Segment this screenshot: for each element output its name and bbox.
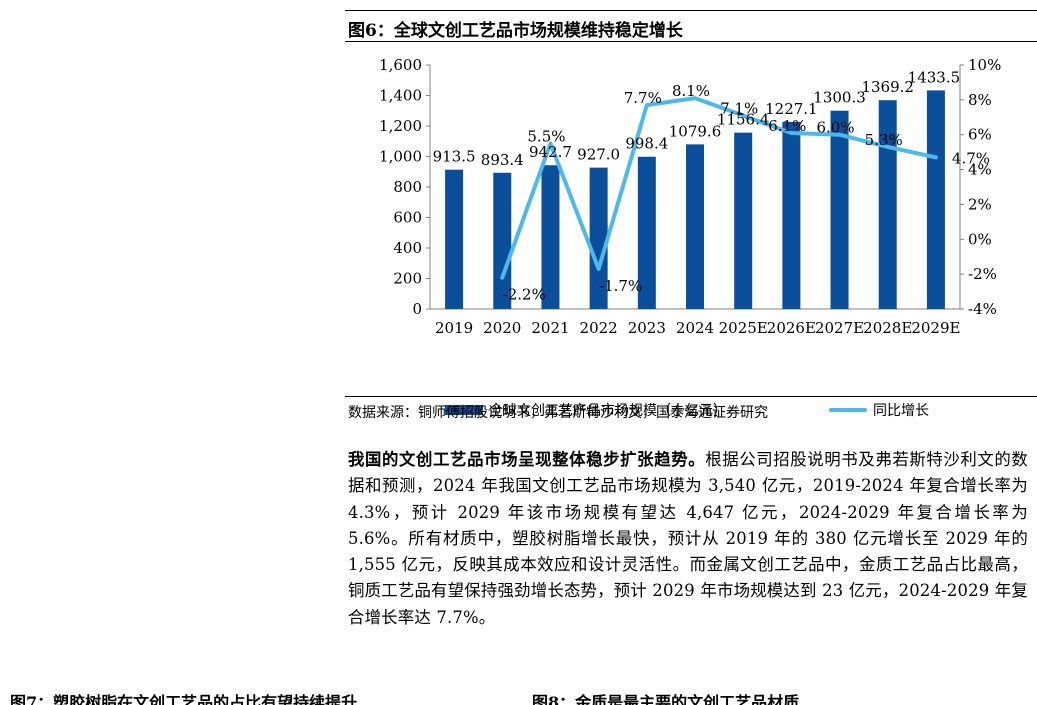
bar-value-label: 1369.2 bbox=[861, 78, 914, 96]
legend-item-bars: 全球文创工艺产品市场规模（十亿元） bbox=[445, 400, 727, 420]
left-tick-label: 600 bbox=[393, 209, 422, 227]
bar bbox=[589, 167, 608, 309]
legend-label-bars: 全球文创工艺产品市场规模（十亿元） bbox=[489, 403, 727, 419]
bar bbox=[686, 144, 704, 309]
bar bbox=[541, 165, 560, 309]
left-tick-label: 400 bbox=[393, 239, 422, 257]
growth-value-label: -1.7% bbox=[599, 277, 642, 295]
right-tick-label: 6% bbox=[968, 126, 992, 144]
x-tick-label: 2023 bbox=[628, 319, 666, 337]
left-tick-label: 800 bbox=[393, 178, 422, 196]
growth-value-label: 4.7% bbox=[952, 149, 990, 167]
legend-item-line: 同比增长 bbox=[829, 400, 929, 420]
bar bbox=[830, 110, 849, 309]
right-tick-label: 2% bbox=[968, 195, 992, 213]
right-tick-label: 0% bbox=[968, 230, 992, 248]
source-rule bbox=[345, 396, 1037, 397]
right-tick-label: 10% bbox=[968, 56, 1001, 74]
legend-swatch-bar bbox=[445, 405, 483, 415]
left-tick-label: 200 bbox=[393, 270, 422, 288]
paragraph-body: 根据公司招股说明书及弗若斯特沙利文的数据和预测，2024 年我国文创工艺品市场规… bbox=[348, 450, 1028, 627]
x-tick-label: 2029E bbox=[911, 319, 960, 337]
growth-value-label: 7.1% bbox=[720, 100, 758, 118]
bar-value-label: 927.0 bbox=[577, 146, 620, 164]
bar-value-label: 998.4 bbox=[625, 135, 668, 153]
right-tick-label: -4% bbox=[968, 300, 997, 318]
growth-value-label: 7.7% bbox=[624, 89, 662, 107]
bar-value-label: 942.7 bbox=[529, 143, 572, 161]
right-tick-label: -2% bbox=[968, 265, 997, 283]
x-tick-label: 2020 bbox=[483, 319, 521, 337]
bar bbox=[878, 100, 897, 310]
paragraph-lead: 我国的文创工艺品市场呈现整体稳步扩张趋势。 bbox=[348, 450, 706, 469]
legend-swatch-line bbox=[829, 408, 867, 412]
title-rule bbox=[345, 41, 1037, 42]
bar bbox=[637, 156, 656, 309]
caption-figure-8: 图8：金质是最主要的文创工艺品材质 bbox=[532, 693, 800, 705]
left-tick-label: 1,600 bbox=[379, 56, 422, 74]
data-source: 数据来源：铜师傅招股说明书，弗若斯特沙利文，国泰海通证券研究 bbox=[348, 405, 768, 421]
x-tick-label: 2021 bbox=[531, 319, 569, 337]
growth-value-label: 8.1% bbox=[672, 82, 710, 100]
growth-value-label: -2.2% bbox=[503, 286, 546, 304]
x-tick-label: 2024 bbox=[676, 319, 714, 337]
bar-value-label: 893.4 bbox=[481, 151, 524, 169]
left-tick-label: 1,000 bbox=[379, 148, 422, 166]
bar bbox=[445, 169, 464, 309]
bar-value-label: 1227.1 bbox=[765, 100, 818, 118]
x-tick-label: 2028E bbox=[863, 319, 912, 337]
bar bbox=[782, 121, 801, 309]
bar-value-label: 1433.5 bbox=[908, 68, 961, 86]
left-tick-label: 1,200 bbox=[379, 117, 422, 135]
figure-title: 图6：全球文创工艺品市场规模维持稳定增长 bbox=[348, 21, 683, 41]
analysis-paragraph: 我国的文创工艺品市场呈现整体稳步扩张趋势。根据公司招股说明书及弗若斯特沙利文的数… bbox=[348, 447, 1028, 631]
right-tick-label: 8% bbox=[968, 91, 992, 109]
growth-value-label: 5.5% bbox=[527, 127, 565, 145]
x-tick-label: 2027E bbox=[815, 319, 864, 337]
bar-value-label: 913.5 bbox=[433, 148, 476, 166]
x-tick-label: 2026E bbox=[767, 319, 816, 337]
x-tick-label: 2019 bbox=[435, 319, 473, 337]
next-figure-captions: 图7：塑胶树脂在文创工艺品的占比有望持续提升 图8：金质是最主要的文创工艺品材质 bbox=[0, 689, 1037, 705]
bar bbox=[926, 90, 945, 309]
bar-value-label: 1156.4 bbox=[717, 111, 770, 129]
bar bbox=[734, 132, 753, 309]
growth-value-label: 5.3% bbox=[865, 131, 903, 149]
legend-label-line: 同比增长 bbox=[873, 403, 929, 419]
right-tick-label: 4% bbox=[968, 161, 992, 179]
combo-chart: 0 200 400 600 800 1,000 1,200 1,400 1,600 -4% -2% 0… bbox=[379, 56, 1001, 337]
top-rule bbox=[345, 10, 1037, 11]
growth-line bbox=[500, 96, 938, 280]
growth-value-label: 6.0% bbox=[816, 119, 854, 137]
left-tick-label: 0 bbox=[412, 300, 422, 318]
chart-area: 0 200 400 600 800 1,000 1,200 1,400 1,600 -4% -2% 0… bbox=[345, 44, 1037, 419]
x-tick-label: 2022 bbox=[580, 319, 618, 337]
bar-value-label: 1300.3 bbox=[813, 89, 866, 107]
bar-value-label: 1079.6 bbox=[669, 122, 722, 140]
x-tick-label: 2025E bbox=[719, 319, 768, 337]
bar bbox=[493, 172, 512, 309]
growth-value-label: 6.1% bbox=[768, 117, 806, 135]
caption-figure-7: 图7：塑胶树脂在文创工艺品的占比有望持续提升 bbox=[10, 693, 358, 705]
left-tick-label: 1,400 bbox=[379, 87, 422, 105]
